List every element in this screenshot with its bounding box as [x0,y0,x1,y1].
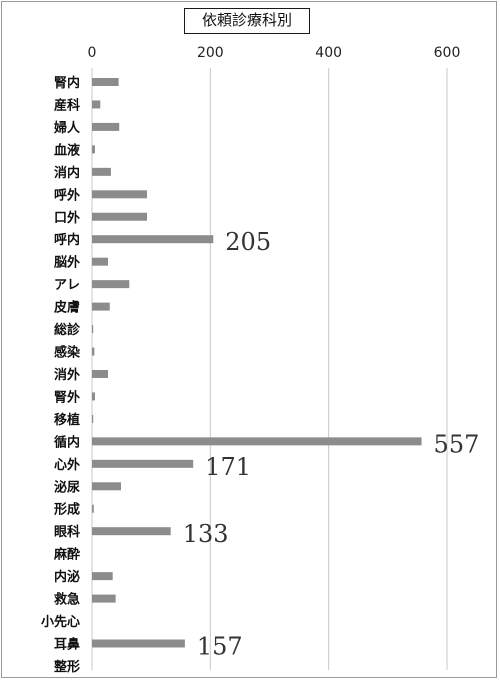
bar-感染 [92,347,95,356]
bar-産科 [92,100,101,109]
category-label: 呼外 [54,187,80,203]
bar-消内 [92,167,111,176]
category-label: 総診 [54,322,81,338]
category-label: 整形 [53,659,80,675]
category-label: 感染 [54,345,81,361]
bar-腎外 [92,392,95,401]
bar-総診 [92,325,94,334]
category-label: 循内 [54,434,80,450]
data-label: 133 [183,520,229,548]
bar-婦人 [92,122,120,131]
category-label: 口外 [54,210,80,226]
bar-脳外 [92,257,108,266]
category-label: 腎外 [54,389,80,405]
category-label: 麻酔 [53,547,80,563]
bar-血液 [92,145,95,154]
bar-内泌 [92,572,113,581]
category-label: 形成 [54,502,80,518]
bar-心外 [92,459,194,468]
category-label: 心外 [54,457,80,473]
category-label: 消内 [54,165,80,181]
bar-眼科 [92,527,171,536]
data-label: 557 [434,430,480,458]
bar-腎内 [92,78,119,86]
bar-呼内 [92,235,214,244]
category-label: 耳鼻 [54,637,80,653]
data-label: 205 [225,228,271,256]
bar-消外 [92,369,108,378]
bar-移植 [92,414,94,423]
bar-耳鼻 [92,639,185,648]
data-label: 157 [197,633,243,661]
category-label: 脳外 [54,255,80,271]
category-label: 眼科 [54,524,80,540]
category-label: 産科 [54,97,80,113]
bar-呼外 [92,190,148,199]
category-label: 皮膚 [53,300,80,316]
category-label: 消外 [54,367,80,383]
category-label: 腎内 [54,75,80,91]
chart-title: 依頼診療科別 [184,8,310,34]
category-label: 呼内 [54,232,80,248]
category-label: 小先心 [41,614,80,630]
x-tick-label: 400 [315,45,342,61]
x-tick-label: 200 [197,45,224,61]
bar-泌尿 [92,482,121,491]
category-label: 血液 [54,142,80,158]
category-label: 救急 [54,592,80,608]
bar-救急 [92,594,116,603]
data-label: 171 [205,453,251,481]
category-label: 婦人 [53,120,81,136]
bar-口外 [92,212,148,221]
bar-循内 [92,437,422,446]
bar-アレ [92,280,130,289]
category-label: 移植 [54,412,80,428]
category-label: 内泌 [54,569,80,585]
bar-形成 [92,504,94,513]
x-tick-label: 600 [434,45,461,61]
category-label: アレ [54,278,80,293]
x-tick-label: 0 [88,45,97,61]
category-label: 泌尿 [54,479,80,495]
bar-皮膚 [92,302,110,311]
